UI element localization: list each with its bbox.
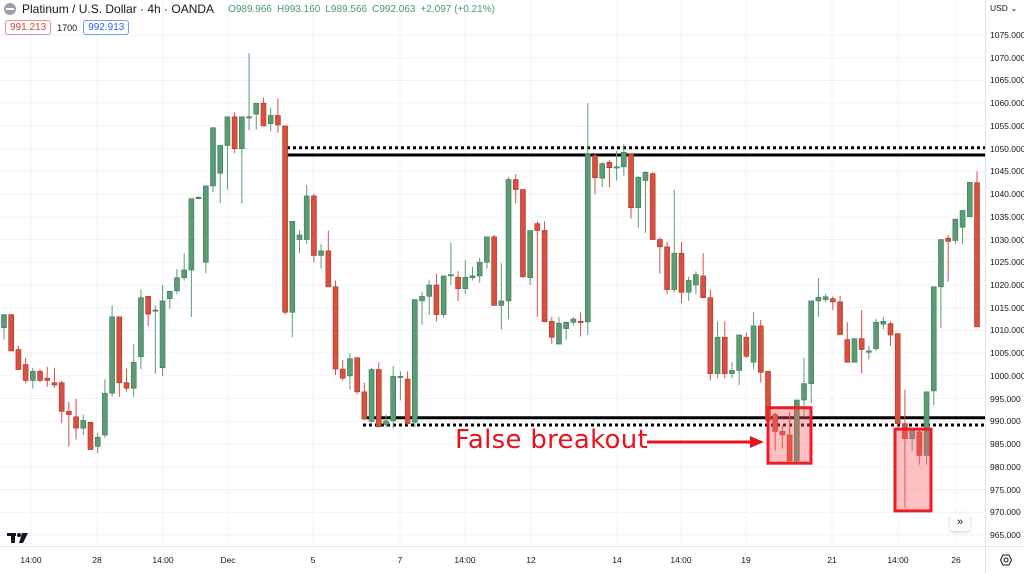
axis-settings-button[interactable] [985, 546, 1024, 573]
time-tick: 21 [827, 555, 837, 565]
price-tick: 970.000 [990, 507, 1021, 518]
close-value: C992.063 [372, 3, 416, 15]
price-tick: 1035.000 [990, 211, 1024, 222]
time-tick: 26 [951, 555, 961, 565]
price-tick: 995.000 [990, 393, 1021, 404]
time-tick: 14:00 [20, 555, 42, 565]
time-tick: 12 [526, 555, 536, 565]
price-tick: 1060.000 [990, 98, 1024, 109]
open-value: O989.966 [228, 3, 272, 15]
annotation-arrow-icon [647, 436, 764, 448]
price-tick: 975.000 [990, 484, 1021, 495]
scroll-to-realtime-button[interactable]: » [950, 513, 970, 531]
sell-price-button[interactable]: 991.213 [5, 20, 52, 35]
price-tick: 985.000 [990, 439, 1021, 450]
time-tick: 14:00 [887, 555, 909, 565]
price-tick: 1025.000 [990, 257, 1024, 268]
time-tick: Dec [220, 555, 236, 565]
price-axis[interactable]: USD ⌄ 1075.000 1070.000 1065.000 1060.000 10… [985, 0, 1024, 546]
price-tick: 1055.000 [990, 120, 1024, 131]
time-tick: 7 [397, 555, 403, 565]
low-value: L989.566 [325, 3, 368, 15]
support-resistance-lines [287, 146, 985, 427]
price-tick: 1010.000 [990, 325, 1024, 336]
price-tick: 1020.000 [990, 280, 1024, 290]
chart-legend: Platinum / U.S. Dollar · 4h · OANDA O989… [4, 2, 495, 16]
candles [1, 53, 980, 508]
time-tick: 14:00 [670, 555, 692, 565]
time-tick: 28 [92, 555, 102, 565]
breakout-highlights [766, 406, 933, 513]
price-tick: 965.000 [990, 530, 1021, 540]
high-value: H993.160 [277, 3, 321, 15]
symbol-logo-icon [4, 3, 16, 15]
currency-selector[interactable]: USD ⌄ [990, 3, 1018, 13]
price-tick: 1050.000 [990, 143, 1024, 154]
price-tick: 1040.000 [990, 189, 1024, 200]
price-tick: 1000.000 [990, 370, 1024, 381]
price-tick: 1070.000 [990, 52, 1024, 63]
false-breakout-label: False breakout [455, 425, 648, 455]
change-value: +2.097 (+0.21%) [420, 3, 495, 15]
price-tick: 990.000 [990, 416, 1021, 427]
candlestick-chart[interactable] [0, 0, 985, 546]
buy-price-button[interactable]: 992.913 [83, 20, 130, 35]
price-tick: 1030.000 [990, 234, 1024, 245]
symbol-title[interactable]: Platinum / U.S. Dollar · 4h · OANDA [22, 2, 215, 16]
ohlc-values: O989.966 H993.160 L989.566 C992.063 +2.0… [228, 4, 495, 15]
time-tick: 14:00 [454, 555, 476, 565]
time-tick: 19 [741, 555, 751, 565]
time-tick: 14 [612, 555, 622, 565]
spread-value: 1700 [57, 22, 78, 33]
tradingview-logo-icon[interactable] [7, 531, 29, 549]
price-tick: 1065.000 [990, 75, 1024, 86]
bid-ask-row: 991.213 1700 992.913 [5, 20, 130, 35]
settings-icon [999, 554, 1012, 566]
price-tick: 1005.000 [990, 348, 1024, 359]
time-tick: 14:00 [152, 555, 174, 565]
chart-canvas[interactable] [0, 0, 985, 546]
price-tick: 1015.000 [990, 302, 1024, 313]
price-tick: 1075.000 [990, 30, 1024, 40]
time-tick: 5 [310, 555, 316, 565]
price-tick: 980.000 [990, 461, 1021, 472]
price-tick: 1045.000 [990, 166, 1024, 177]
time-axis[interactable]: 14:00 28 14:00 Dec 5 7 14:00 12 14 14:00 19 21 14:00… [0, 546, 985, 573]
